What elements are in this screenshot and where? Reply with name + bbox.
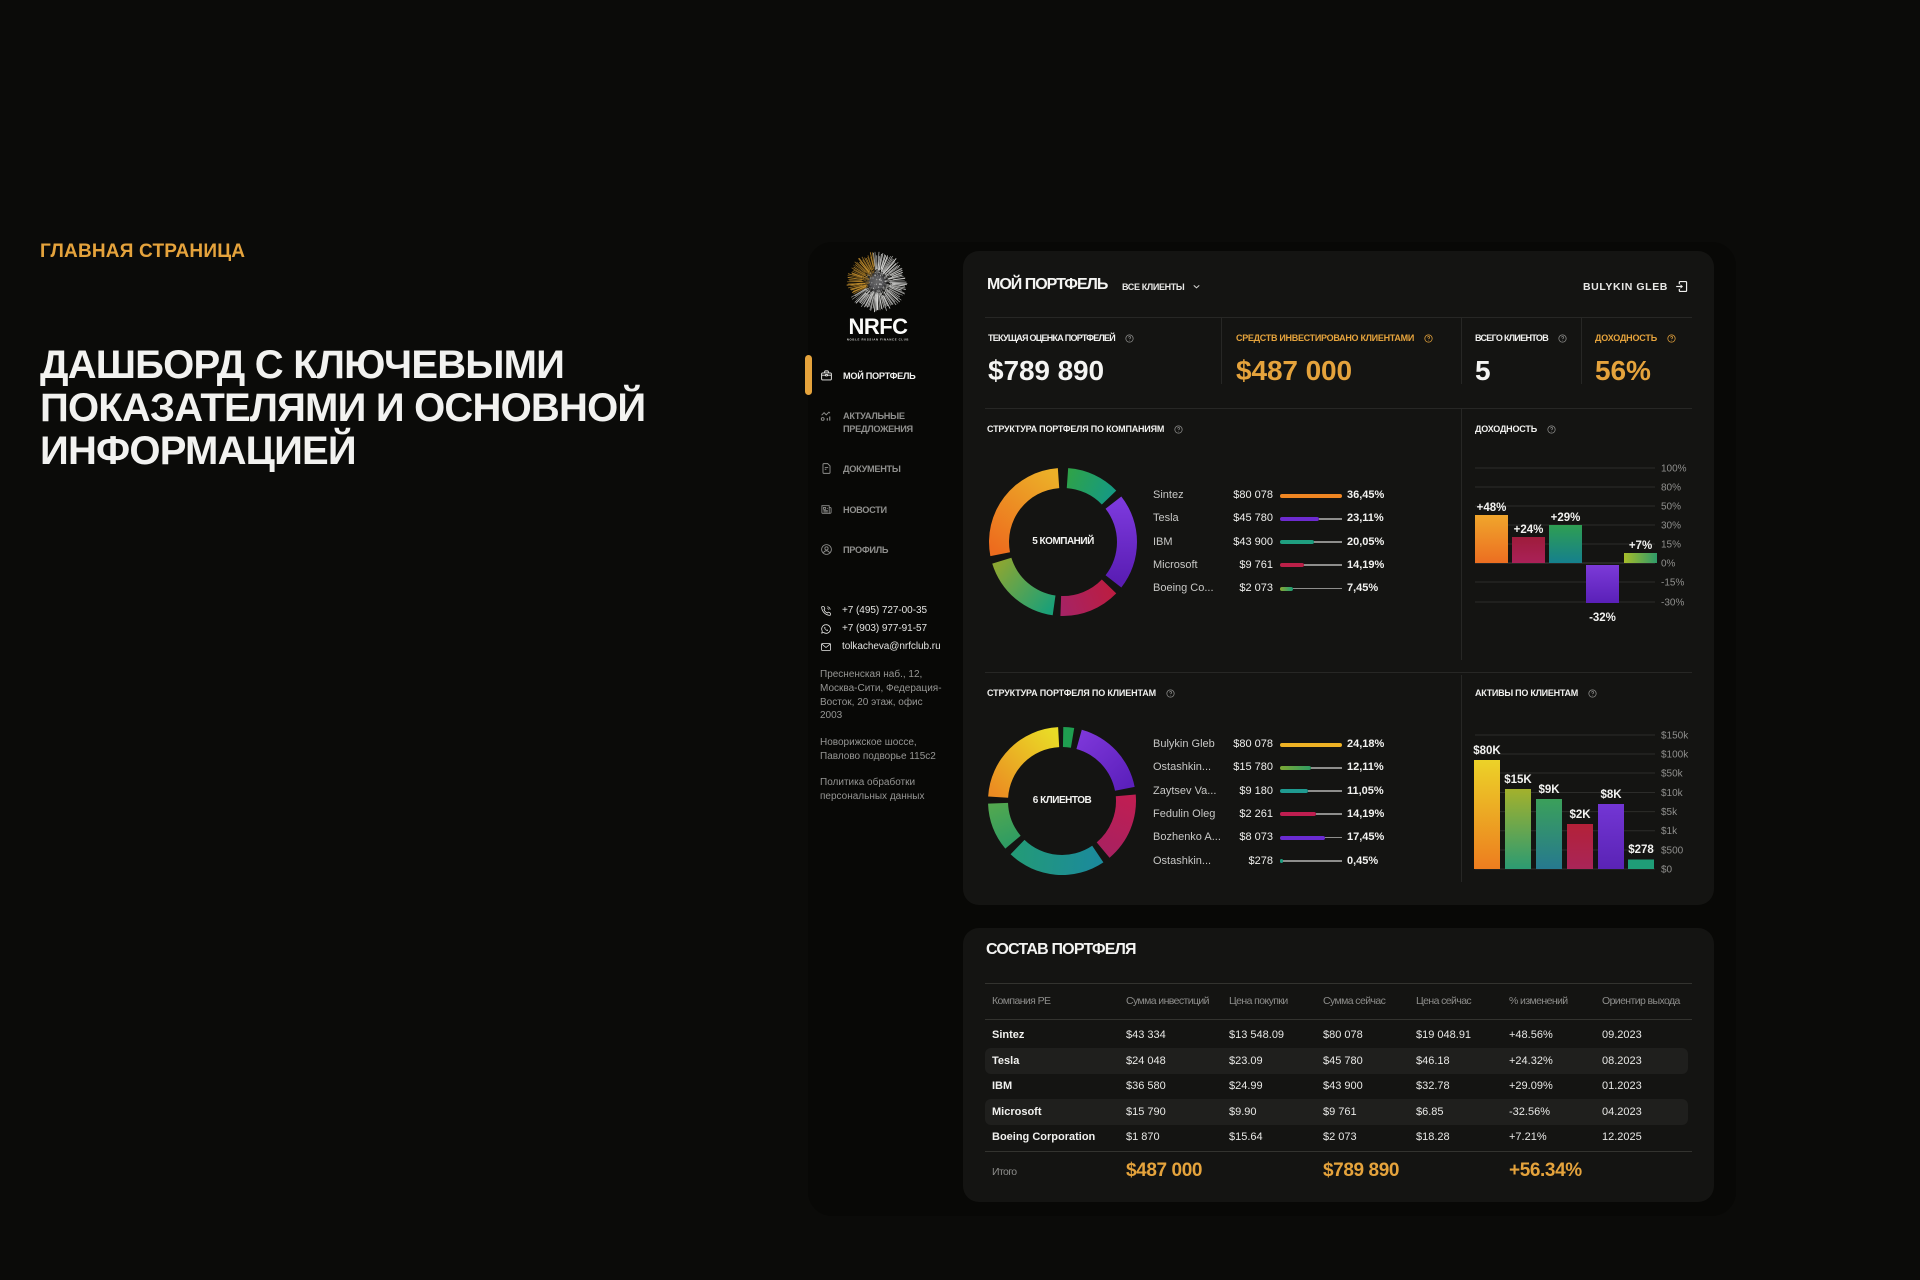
svg-text:0%: 0%	[1661, 559, 1676, 570]
svg-text:100%: 100%	[1661, 464, 1687, 475]
svg-text:50%: 50%	[1661, 502, 1681, 513]
svg-text:-32%: -32%	[1589, 612, 1616, 624]
svg-text:$500: $500	[1661, 846, 1684, 857]
svg-text:$5k: $5k	[1661, 807, 1678, 818]
svg-text:$100k: $100k	[1661, 750, 1689, 761]
svg-text:$80K: $80K	[1473, 745, 1501, 757]
svg-text:$15K: $15K	[1504, 774, 1532, 786]
svg-text:$2K: $2K	[1569, 809, 1591, 821]
svg-text:15%: 15%	[1661, 540, 1681, 551]
svg-text:-15%: -15%	[1661, 578, 1684, 589]
svg-text:$8K: $8K	[1600, 789, 1622, 801]
svg-text:$150k: $150k	[1661, 731, 1689, 742]
svg-text:+24%: +24%	[1514, 524, 1544, 536]
svg-text:$9K: $9K	[1538, 784, 1560, 796]
svg-text:$278: $278	[1628, 844, 1654, 856]
svg-text:80%: 80%	[1661, 483, 1681, 494]
svg-text:$0: $0	[1661, 865, 1673, 876]
svg-text:30%: 30%	[1661, 521, 1681, 532]
svg-text:+29%: +29%	[1551, 512, 1581, 524]
svg-text:-30%: -30%	[1661, 598, 1684, 609]
svg-text:+48%: +48%	[1477, 502, 1507, 514]
svg-text:+7%: +7%	[1629, 540, 1652, 552]
svg-text:$1k: $1k	[1661, 826, 1678, 837]
svg-text:$50k: $50k	[1661, 769, 1684, 780]
svg-text:$10k: $10k	[1661, 788, 1684, 799]
